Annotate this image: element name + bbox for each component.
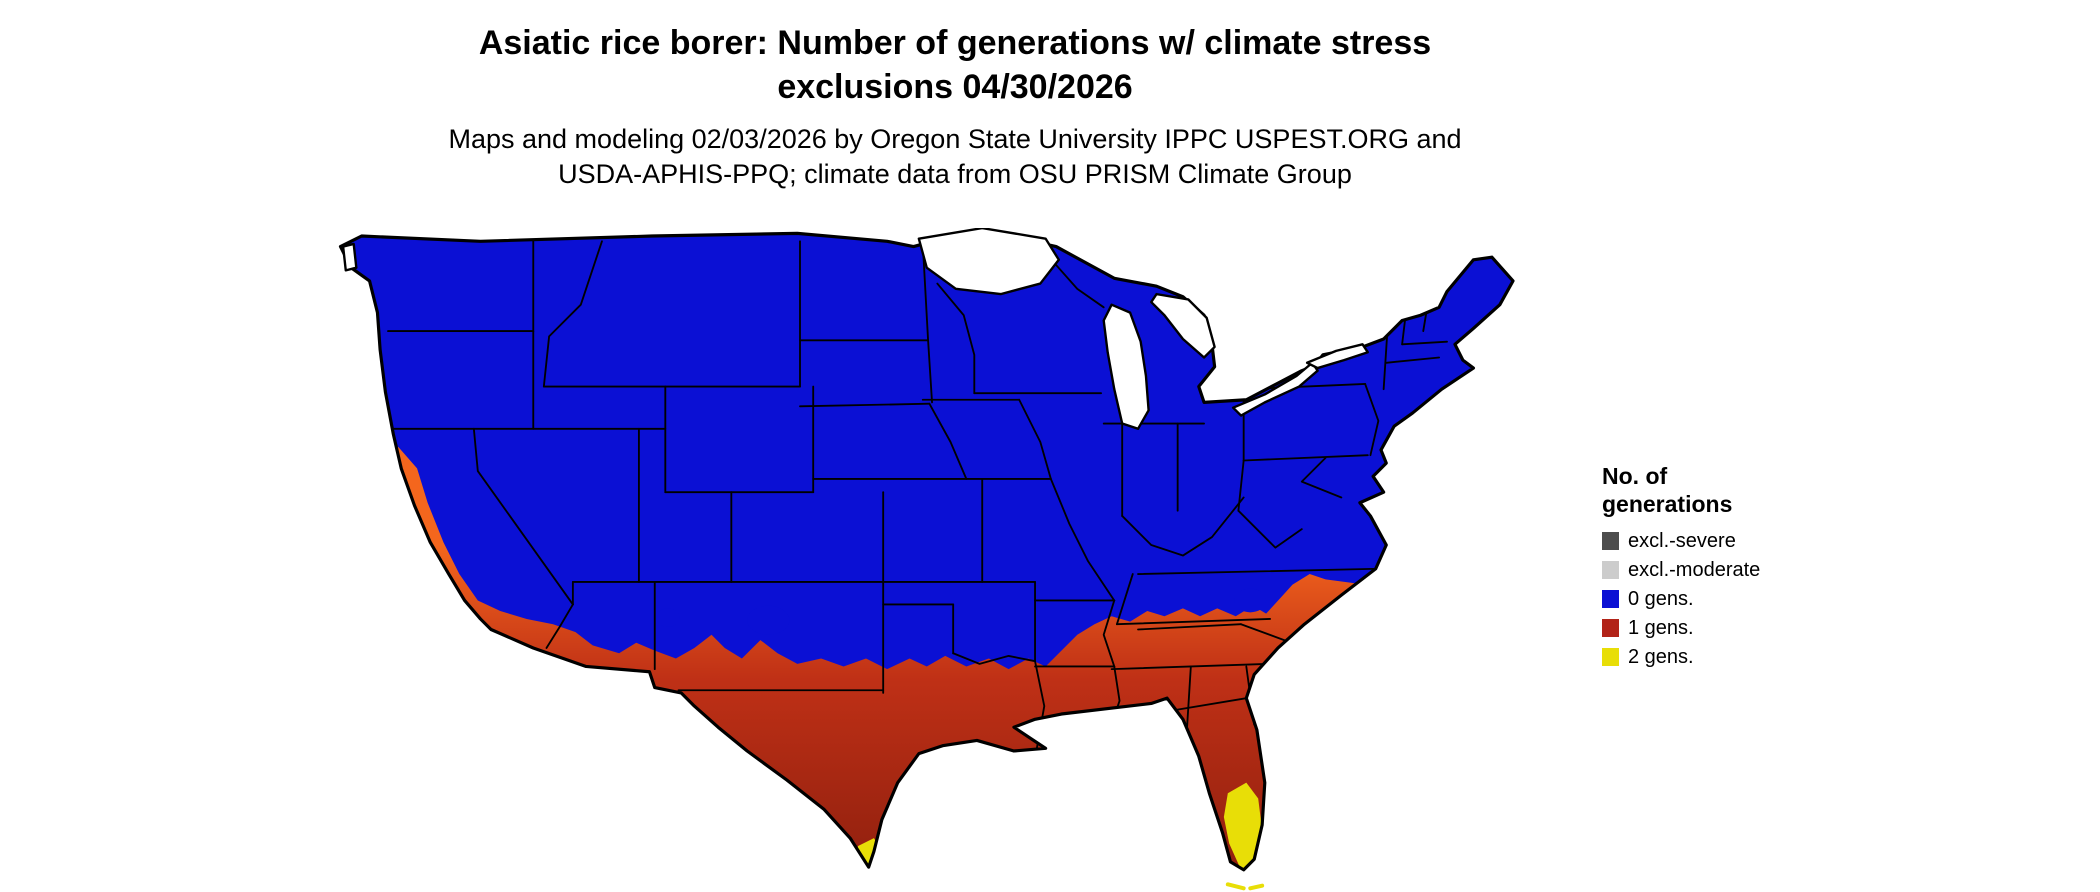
legend-item-label: 2 gens. (1628, 646, 1694, 669)
subtitle-line-1: Maps and modeling 02/03/2026 by Oregon S… (448, 124, 1462, 154)
legend-item-1-gens: 1 gens. (1602, 617, 1842, 639)
legend-item-label: excl.-moderate (1628, 559, 1761, 582)
legend-title: No. of generations (1602, 463, 1733, 518)
state-borders (387, 240, 1448, 752)
lake-erie (1231, 361, 1319, 417)
florida-keys (1225, 882, 1265, 891)
title-line-1: Asiatic rice borer: Number of generation… (478, 24, 1432, 62)
legend-item-0-gens: 0 gens. (1602, 588, 1842, 610)
puget-sound (341, 242, 358, 272)
us-generations-map (338, 228, 1515, 891)
legend-item-excl-moderate: excl.-moderate (1602, 559, 1842, 581)
legend-item-label: 1 gens. (1628, 617, 1694, 640)
lake-michigan (1102, 303, 1150, 430)
legend-item-label: excl.-severe (1628, 530, 1736, 553)
lake-huron (1150, 292, 1216, 359)
lake-ontario (1305, 343, 1369, 370)
excl-moderate-swatch (1602, 561, 1619, 580)
legend: No. of generations excl.-severe excl.-mo… (1602, 462, 1842, 675)
highland-pocket-appalachians (1234, 588, 1267, 613)
region-2-generations-florida (1223, 782, 1263, 870)
excl-severe-swatch (1602, 532, 1619, 551)
gens-0-swatch (1602, 590, 1619, 609)
great-lakes (341, 228, 1369, 430)
legend-item-2-gens: 2 gens. (1602, 646, 1842, 668)
title-line-2: exclusions 04/30/2026 (777, 67, 1133, 106)
gens-1-swatch (1602, 619, 1619, 638)
highland-pocket-new-mexico (747, 605, 790, 635)
legend-item-excl-severe: excl.-severe (1602, 530, 1842, 552)
highland-pocket-arizona (656, 608, 680, 627)
page-subtitle: Maps and modeling 02/03/2026 by Oregon S… (448, 122, 1461, 192)
lake-superior (917, 228, 1060, 296)
page-title: Asiatic rice borer: Number of generation… (479, 22, 1431, 109)
legend-item-label: 0 gens. (1628, 588, 1694, 611)
subtitle-line-2: USDA-APHIS-PPQ; climate data from OSU PR… (558, 159, 1352, 190)
gens-2-swatch (1602, 648, 1619, 667)
us-outline (338, 231, 1515, 872)
